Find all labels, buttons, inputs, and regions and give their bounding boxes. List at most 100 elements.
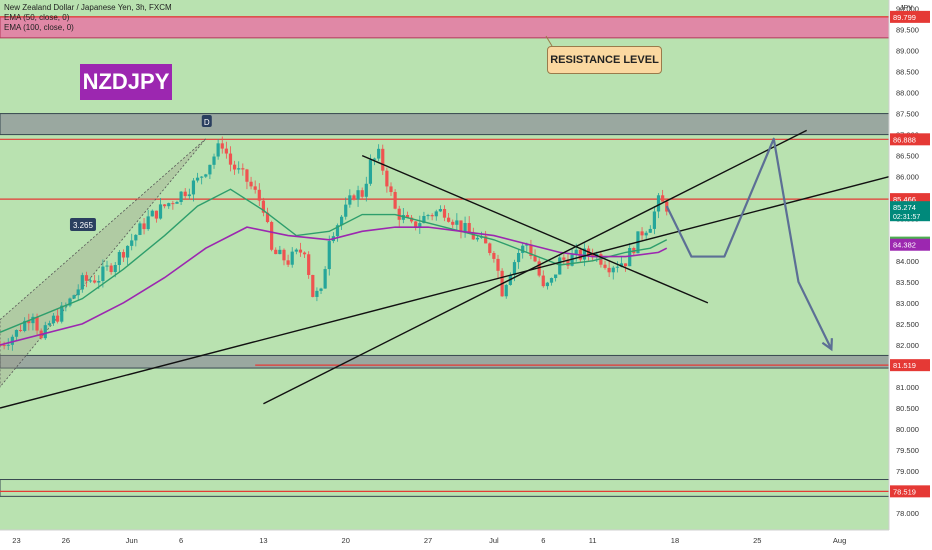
demand-zone	[0, 354, 890, 369]
y-tick-label: 81.000	[896, 383, 919, 392]
candle-body	[648, 228, 652, 233]
legend-ema50: EMA (50, close, 0)	[4, 13, 70, 22]
candle-body	[163, 204, 167, 207]
candle-body	[558, 257, 562, 275]
candle-body	[282, 249, 286, 261]
projection-arrowhead	[821, 338, 833, 352]
ema100-line	[0, 226, 668, 346]
price-tag	[890, 201, 930, 222]
level-tag	[890, 485, 930, 498]
candle-body	[451, 221, 455, 225]
candle-body	[274, 249, 278, 255]
candle-body	[545, 282, 549, 287]
ema50-line	[0, 188, 668, 333]
y-tick-label: 79.500	[896, 446, 919, 455]
time-axis-bg	[0, 530, 889, 550]
candle-body	[18, 329, 23, 331]
trendline-descending	[361, 154, 709, 304]
candle-body	[385, 170, 389, 187]
level-tag	[890, 10, 930, 23]
level-tag-label: 89.799	[893, 13, 916, 22]
candle-body	[237, 168, 241, 170]
candle-body	[307, 254, 311, 275]
candle-body	[409, 217, 414, 222]
candle-body	[570, 254, 574, 266]
price-tag	[890, 238, 930, 251]
candle-body	[414, 221, 418, 228]
candle-body	[93, 280, 97, 283]
candle-body	[455, 220, 459, 225]
candle-body	[175, 201, 179, 204]
candle-body	[348, 195, 352, 205]
x-tick-label: Jun	[126, 536, 138, 545]
flag-label: D	[204, 118, 210, 127]
candle-body	[117, 252, 121, 265]
candle-body	[257, 189, 261, 201]
y-tick-label: 80.500	[896, 404, 919, 413]
candle-body	[504, 284, 508, 297]
bottom-zone	[0, 479, 890, 497]
y-tick-label: 82.500	[896, 320, 919, 329]
candle-body	[253, 186, 257, 190]
candle-body	[97, 280, 101, 283]
candle-body	[171, 203, 175, 205]
symbol-badge: NZDJPY	[80, 64, 172, 100]
candle-body	[43, 325, 47, 339]
candle-body	[232, 164, 237, 170]
candle-body	[72, 295, 76, 299]
y-tick-label: 82.000	[896, 341, 919, 350]
candle-body	[434, 211, 438, 217]
supply-zone	[0, 113, 890, 136]
candle-body	[377, 148, 381, 159]
x-tick-label: 11	[589, 536, 597, 545]
candle-body	[150, 210, 154, 217]
candle-body	[51, 315, 56, 324]
y-tick-label: 78.000	[896, 509, 919, 518]
candle-body	[6, 344, 10, 346]
candle-body	[68, 298, 72, 306]
candle-body	[582, 248, 587, 260]
candle-body	[352, 195, 356, 200]
candle-body	[516, 252, 521, 263]
candle-body	[426, 215, 430, 217]
candle-body	[566, 259, 570, 266]
candle-body	[14, 329, 19, 337]
candle-body	[125, 245, 130, 258]
x-tick-label: Aug	[833, 536, 846, 545]
y-tick-label: 86.500	[896, 152, 919, 161]
y-tick-label: 89.000	[896, 46, 919, 55]
legend-ema100: EMA (100, close, 0)	[4, 23, 74, 32]
candle-body	[47, 323, 51, 326]
candle-body	[327, 241, 331, 270]
candle-body	[471, 232, 475, 240]
candle-body	[27, 320, 31, 324]
candle-body	[611, 267, 615, 273]
x-tick-label: 20	[342, 536, 350, 545]
candle-body	[35, 316, 39, 331]
candle-body	[623, 263, 628, 267]
candle-body	[360, 190, 364, 197]
y-tick-label: 83.000	[896, 299, 919, 308]
candle-body	[31, 316, 35, 324]
x-tick-label: 13	[259, 536, 267, 545]
candle-body	[529, 244, 533, 256]
candle-body	[319, 288, 323, 291]
candle-body	[294, 249, 298, 252]
candle-body	[603, 264, 607, 268]
candle-body	[525, 244, 529, 246]
candle-body	[200, 176, 204, 178]
candle-body	[224, 148, 228, 154]
x-tick-label: 6	[541, 536, 545, 545]
candle-body	[640, 231, 644, 236]
candle-body	[430, 215, 434, 217]
candle-body	[652, 211, 657, 229]
candle-body	[628, 248, 632, 267]
candle-body	[228, 153, 233, 165]
candle-body	[212, 156, 216, 165]
candle-body	[521, 245, 525, 253]
candle-body	[644, 232, 648, 236]
y-tick-label: 90.000	[896, 4, 919, 13]
candle-body	[533, 255, 537, 262]
